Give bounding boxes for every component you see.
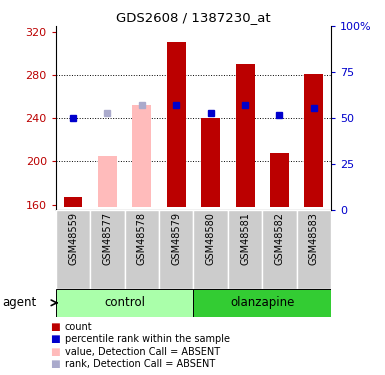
Bar [56,210,90,289]
Text: ■: ■ [50,334,60,344]
Bar [167,42,186,207]
Title: GDS2608 / 1387230_at: GDS2608 / 1387230_at [116,11,271,24]
Text: GSM48580: GSM48580 [206,212,216,265]
Text: value, Detection Call = ABSENT: value, Detection Call = ABSENT [65,347,220,357]
Text: ■: ■ [50,322,60,332]
Text: GSM48577: GSM48577 [102,212,112,266]
Text: GSM48559: GSM48559 [68,212,78,266]
Text: GSM48582: GSM48582 [275,212,285,266]
Bar [262,210,297,289]
Bar [305,74,323,207]
Text: ■: ■ [50,359,60,369]
Text: olanzapine: olanzapine [230,296,295,309]
Bar [56,289,194,317]
Bar [98,156,117,207]
Bar [228,210,262,289]
Text: control: control [104,296,145,309]
Text: count: count [65,322,92,332]
Text: GSM48581: GSM48581 [240,212,250,265]
Text: agent: agent [2,296,36,309]
Text: percentile rank within the sample: percentile rank within the sample [65,334,230,344]
Text: GSM48579: GSM48579 [171,212,181,266]
Text: GSM48583: GSM48583 [309,212,319,265]
Bar [64,197,82,207]
Bar [270,153,289,207]
Bar [236,64,254,207]
Bar [297,210,331,289]
Text: ■: ■ [50,347,60,357]
Text: GSM48578: GSM48578 [137,212,147,266]
Text: rank, Detection Call = ABSENT: rank, Detection Call = ABSENT [65,359,215,369]
Bar [159,210,194,289]
Bar [90,210,125,289]
Bar [125,210,159,289]
Bar [201,118,220,207]
Bar [132,105,151,207]
Bar [194,210,228,289]
Bar [194,289,331,317]
